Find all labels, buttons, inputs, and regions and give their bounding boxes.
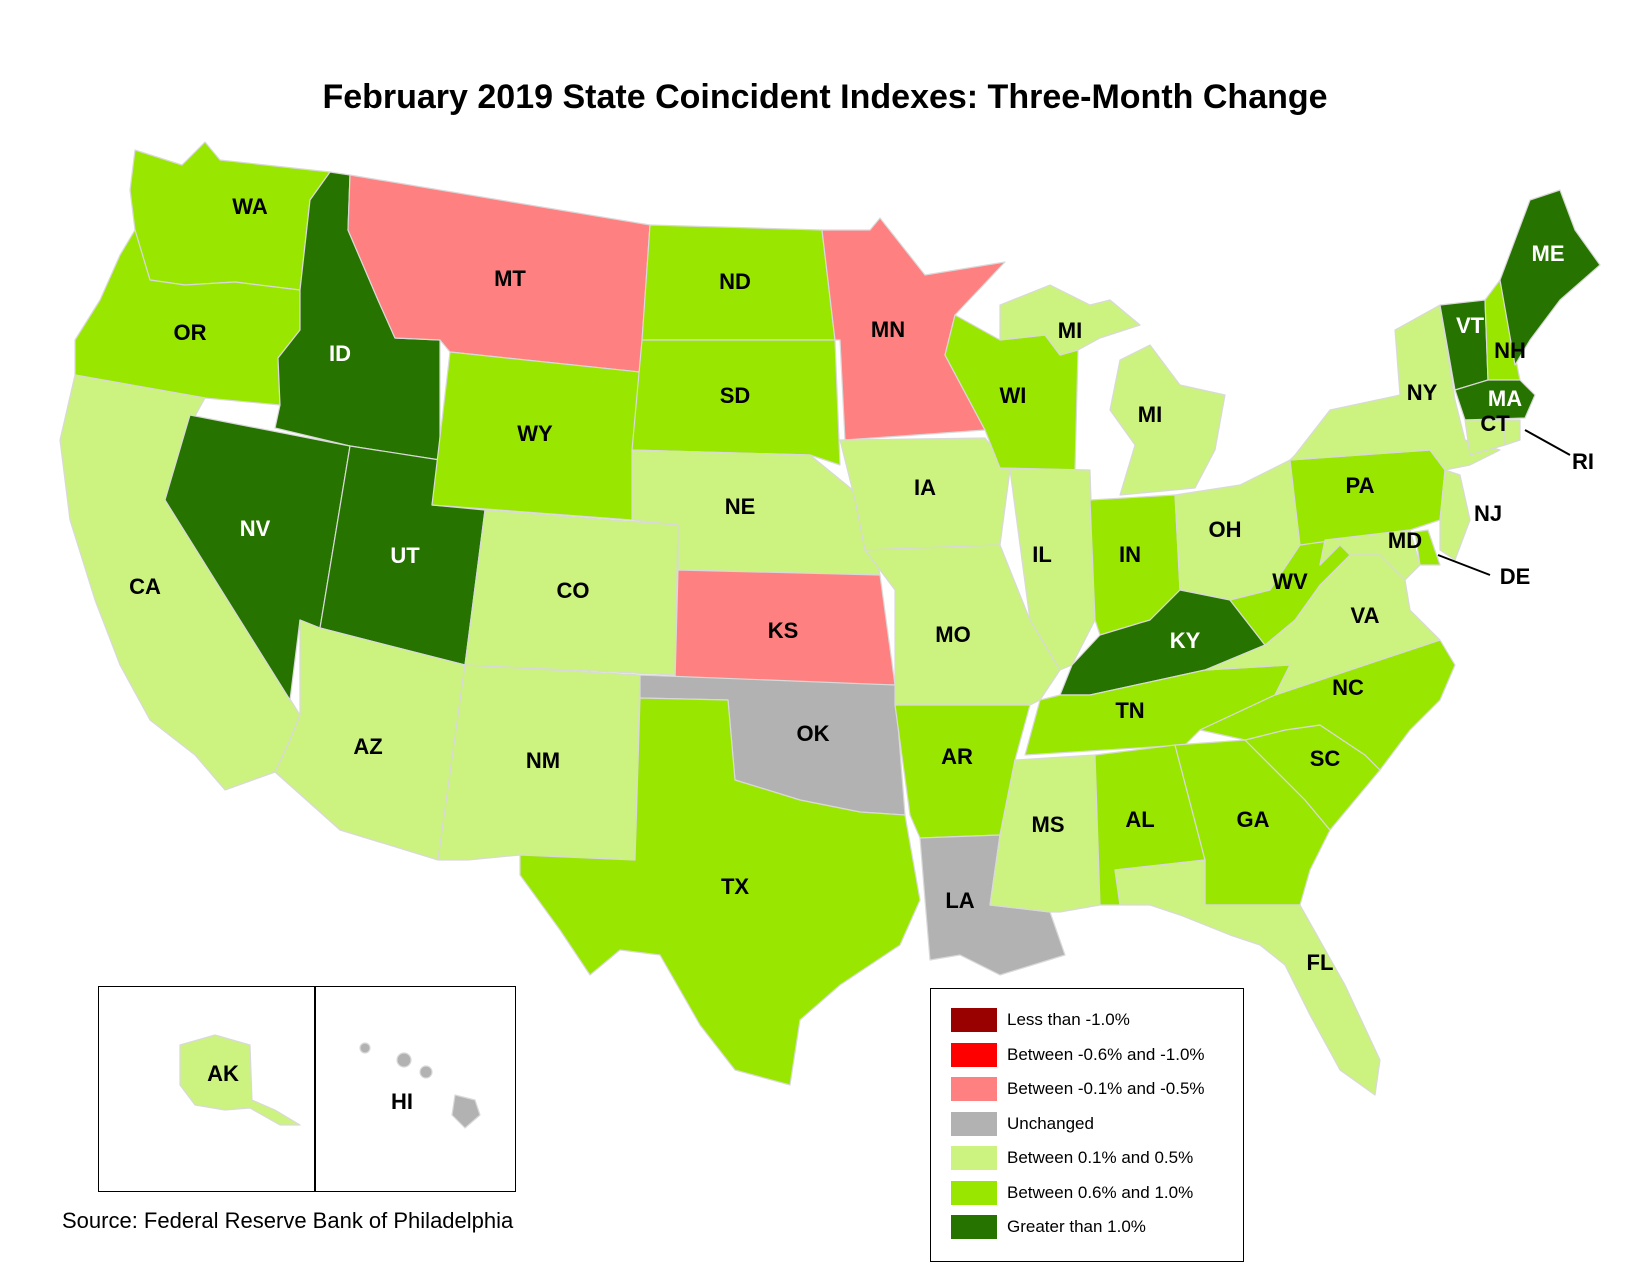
state-label-nh: NH xyxy=(1494,338,1526,363)
state-label-ia: IA xyxy=(914,475,936,500)
legend-item: Greater than 1.0% xyxy=(951,1215,1146,1239)
legend-label: Between 0.6% and 1.0% xyxy=(1007,1182,1194,1202)
state-label-hi: HI xyxy=(391,1089,413,1114)
state-label-mt: MT xyxy=(494,266,526,291)
state-label-tn: TN xyxy=(1115,698,1144,723)
state-label-co: CO xyxy=(557,578,590,603)
state-label-ut: UT xyxy=(390,543,420,568)
state-label-ct: CT xyxy=(1480,411,1510,436)
state-label-mo: MO xyxy=(935,622,970,647)
state-label-vt: VT xyxy=(1456,313,1485,338)
state-label-md: MD xyxy=(1388,528,1422,553)
alaska-hawaii-inset-frame xyxy=(98,986,516,1192)
legend-swatch xyxy=(951,1111,997,1136)
map-title: February 2019 State Coincident Indexes: … xyxy=(322,78,1328,116)
state-label-az: AZ xyxy=(353,734,382,759)
state-ny[interactable] xyxy=(1289,304,1501,471)
state-ak[interactable] xyxy=(179,1034,301,1126)
state-label-ks: KS xyxy=(768,618,799,643)
state-hi-island-2 xyxy=(396,1052,412,1068)
state-label-la: LA xyxy=(945,888,974,913)
state-label-or: OR xyxy=(174,320,207,345)
legend: Less than -1.0% Between -0.6% and -1.0% Be… xyxy=(930,988,1244,1262)
state-label-ga: GA xyxy=(1237,807,1270,832)
state-label-ak: AK xyxy=(207,1061,239,1086)
legend-label: Less than -1.0% xyxy=(1007,1010,1130,1029)
state-label-oh: OH xyxy=(1209,517,1242,542)
legend-swatch xyxy=(951,1215,997,1239)
legend-swatch xyxy=(951,1077,997,1101)
state-label-wy: WY xyxy=(517,421,553,446)
state-label-in: IN xyxy=(1119,542,1141,567)
legend-swatch xyxy=(951,1180,997,1205)
legend-item: Unchanged xyxy=(951,1111,1094,1136)
state-label-sd: SD xyxy=(720,383,751,408)
legend-label: Between -0.6% and -1.0% xyxy=(1007,1044,1205,1064)
legend-item: Between 0.6% and 1.0% xyxy=(951,1180,1194,1205)
state-label-ny: NY xyxy=(1407,380,1438,405)
state-label-tx: TX xyxy=(721,874,749,899)
state-label-nv: NV xyxy=(240,516,271,541)
state-label-nm: NM xyxy=(526,748,560,773)
legend-label: Between 0.1% and 0.5% xyxy=(1007,1148,1194,1167)
state-hi-island-3 xyxy=(419,1065,433,1079)
legend-item: Less than -1.0% xyxy=(951,1008,1130,1032)
state-label-wi: WI xyxy=(1000,383,1027,408)
state-label-il: IL xyxy=(1032,542,1052,567)
state-label-ri: RI xyxy=(1572,449,1594,474)
state-label-nc: NC xyxy=(1332,675,1364,700)
state-label-va: VA xyxy=(1351,603,1380,628)
state-de[interactable] xyxy=(1414,529,1441,566)
state-md[interactable] xyxy=(1319,529,1421,581)
state-label-ms: MS xyxy=(1032,812,1065,837)
state-label-mi: MI xyxy=(1138,402,1162,427)
inset-divider xyxy=(314,987,316,1191)
de-leader-line xyxy=(1437,554,1491,576)
legend-item: Between 0.1% and 0.5% xyxy=(951,1146,1193,1170)
state-label-mi-up: MI xyxy=(1058,318,1082,343)
legend-label: Between -0.1% and -0.5% xyxy=(1007,1079,1205,1098)
state-label-wa: WA xyxy=(232,194,268,219)
state-fl[interactable] xyxy=(1114,859,1381,1096)
ri-leader-line xyxy=(1524,429,1571,456)
legend-swatch xyxy=(951,1146,997,1170)
legend-label: Unchanged xyxy=(1007,1113,1094,1133)
state-mi-upper[interactable] xyxy=(999,284,1141,356)
state-label-me: ME xyxy=(1532,241,1565,266)
state-label-nj: NJ xyxy=(1474,501,1502,526)
state-label-fl: FL xyxy=(1307,950,1334,975)
state-il[interactable] xyxy=(999,467,1096,671)
state-label-sc: SC xyxy=(1310,746,1341,771)
state-nj[interactable] xyxy=(1439,469,1471,561)
state-ri[interactable] xyxy=(1504,419,1521,446)
state-label-al: AL xyxy=(1125,807,1154,832)
state-me[interactable] xyxy=(1499,189,1601,366)
state-label-ok: OK xyxy=(797,721,830,746)
state-label-ar: AR xyxy=(941,744,973,769)
state-tx[interactable] xyxy=(519,697,921,1086)
legend-item: Between -0.6% and -1.0% xyxy=(951,1042,1205,1067)
state-mi[interactable] xyxy=(1109,344,1226,496)
state-wa[interactable] xyxy=(129,141,331,291)
state-label-nd: ND xyxy=(719,269,751,294)
legend-label: Greater than 1.0% xyxy=(1007,1217,1146,1236)
state-label-wv: WV xyxy=(1272,569,1308,594)
legend-swatch xyxy=(951,1042,997,1067)
state-label-ky: KY xyxy=(1170,628,1201,653)
state-label-ma: MA xyxy=(1488,386,1522,411)
state-label-ne: NE xyxy=(725,494,756,519)
legend-swatch xyxy=(951,1008,997,1032)
state-label-pa: PA xyxy=(1346,473,1375,498)
legend-item: Between -0.1% and -0.5% xyxy=(951,1077,1205,1101)
state-hi-island-1 xyxy=(359,1042,371,1054)
state-label-de: DE xyxy=(1500,564,1531,589)
state-sd[interactable] xyxy=(631,339,841,466)
state-label-mn: MN xyxy=(871,317,905,342)
source-note: Source: Federal Reserve Bank of Philadel… xyxy=(62,1208,514,1233)
state-label-ca: CA xyxy=(129,574,161,599)
state-hi[interactable] xyxy=(451,1094,481,1129)
state-label-id: ID xyxy=(329,341,351,366)
